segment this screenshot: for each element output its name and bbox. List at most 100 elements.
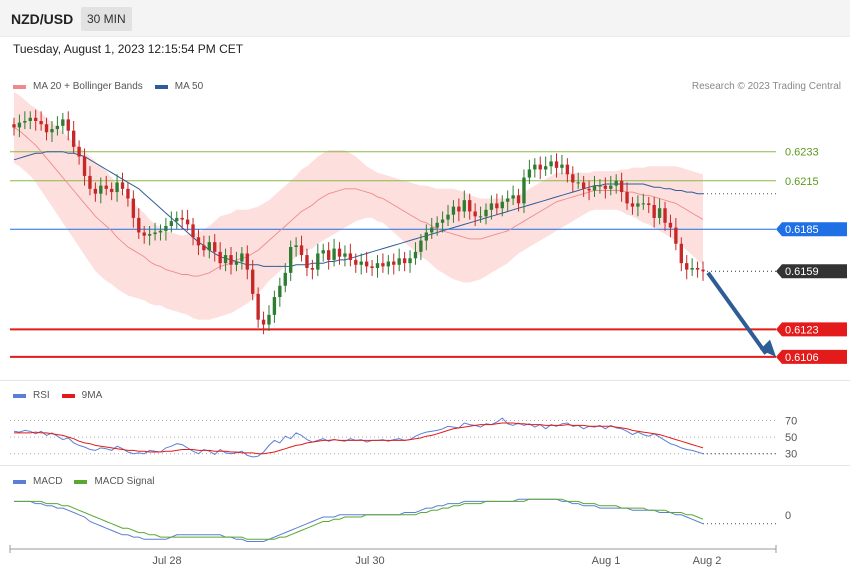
candle-body <box>12 124 16 128</box>
rsi-ma-swatch <box>61 393 75 398</box>
candle-body <box>560 164 564 168</box>
candle-body <box>289 247 293 273</box>
candle-body <box>229 255 233 265</box>
candle-body <box>506 198 510 202</box>
candle-body <box>674 227 678 244</box>
chart-datetime: Tuesday, August 1, 2023 12:15:54 PM CET <box>13 42 244 56</box>
candle-body <box>630 203 635 207</box>
candle-body <box>668 222 673 228</box>
candle-body <box>294 245 298 247</box>
level-label-0-6215: 0.6215 <box>785 176 819 188</box>
candle-body <box>527 169 532 178</box>
candle-body <box>614 180 618 186</box>
legend-rsi-label: RSI <box>33 390 50 401</box>
candle-body <box>343 253 347 257</box>
candle-body <box>34 117 38 121</box>
candle-body <box>446 214 450 220</box>
candle-body <box>430 227 434 233</box>
symbol-title: NZD/USD <box>11 11 74 27</box>
ma20-swatch <box>13 84 26 89</box>
candle-body <box>609 185 613 189</box>
candle-body <box>543 166 548 170</box>
candle-body <box>158 230 163 233</box>
candle-body <box>77 146 81 157</box>
candle-body <box>473 211 477 217</box>
candle-body <box>408 258 412 264</box>
candle-body <box>283 272 287 286</box>
candle-body <box>571 174 575 183</box>
macd-panel-separator <box>0 465 850 466</box>
candle-body <box>576 182 580 184</box>
candle-body <box>685 263 689 270</box>
candle-body <box>468 200 472 212</box>
candle-body <box>326 250 331 260</box>
rsi-9ma-line <box>14 422 704 455</box>
chart-header: NZD/USD 30 MIN <box>0 0 850 37</box>
candle-body <box>267 314 271 325</box>
candle-body <box>120 182 125 189</box>
candle-body <box>581 182 586 189</box>
candle-body <box>196 237 201 246</box>
macd-signal-line <box>14 498 704 540</box>
x-tick-label: Aug 2 <box>693 555 722 567</box>
candle-body <box>641 203 646 205</box>
forecast-arrow-head <box>760 339 776 357</box>
candle-body <box>332 248 336 260</box>
legend-rsi-ma-label: 9MA <box>81 390 103 401</box>
legend-macd-signal-label: MACD Signal <box>94 476 155 487</box>
macd-line <box>14 498 704 542</box>
candle-body <box>39 121 43 125</box>
candle-body <box>549 161 553 167</box>
candle-body <box>213 242 217 252</box>
candle-body <box>381 263 385 267</box>
level-label-0-6106: 0.6106 <box>785 352 819 364</box>
candle-body <box>484 209 488 217</box>
price-legend: MA 20 + Bollinger Bands MA 50 <box>13 81 215 92</box>
candle-body <box>370 266 374 268</box>
candle-body <box>695 268 700 270</box>
candle-body <box>66 119 70 131</box>
ma20-line <box>13 127 704 277</box>
macd-swatch <box>13 479 26 484</box>
timeframe-badge[interactable]: 30 MIN <box>81 7 132 31</box>
candle-body <box>533 164 537 170</box>
candle-body <box>354 259 358 265</box>
candle-body <box>278 285 282 298</box>
candle-body <box>457 206 461 212</box>
ma50-swatch <box>154 84 168 89</box>
candle-body <box>305 255 309 268</box>
candle-body <box>93 188 98 194</box>
candle-body <box>23 121 27 123</box>
candle-body <box>131 198 136 218</box>
level-tag-0-6123 <box>776 322 847 337</box>
legend-ma20: MA 20 + Bollinger Bands <box>13 81 143 92</box>
candle-body <box>511 195 515 199</box>
candle-body <box>392 261 396 265</box>
rsi-panel-separator <box>0 380 850 381</box>
candle-body <box>522 177 526 204</box>
candle-body <box>191 224 195 238</box>
candle-body <box>419 240 423 252</box>
candle-body <box>115 182 119 193</box>
legend-ma20-label: MA 20 + Bollinger Bands <box>33 81 143 92</box>
candle-body <box>147 234 152 236</box>
candle-body <box>397 258 401 265</box>
candle-body <box>690 268 694 270</box>
level-label-0-6123: 0.6123 <box>785 324 819 336</box>
forecast-arrow-shaft <box>706 271 768 355</box>
candle-body <box>364 261 369 267</box>
candle-body <box>223 255 228 264</box>
candle-body <box>104 185 108 189</box>
candle-body <box>169 221 174 226</box>
candle-body <box>375 263 380 268</box>
candle-body <box>587 188 591 191</box>
candle-body <box>71 130 76 147</box>
legend-rsi: RSI <box>13 390 50 401</box>
candle-body <box>603 185 608 189</box>
candle-body <box>652 205 656 218</box>
candle-body <box>61 119 65 126</box>
candle-body <box>82 156 87 176</box>
candle-body <box>153 232 157 235</box>
candle-body <box>142 232 146 236</box>
